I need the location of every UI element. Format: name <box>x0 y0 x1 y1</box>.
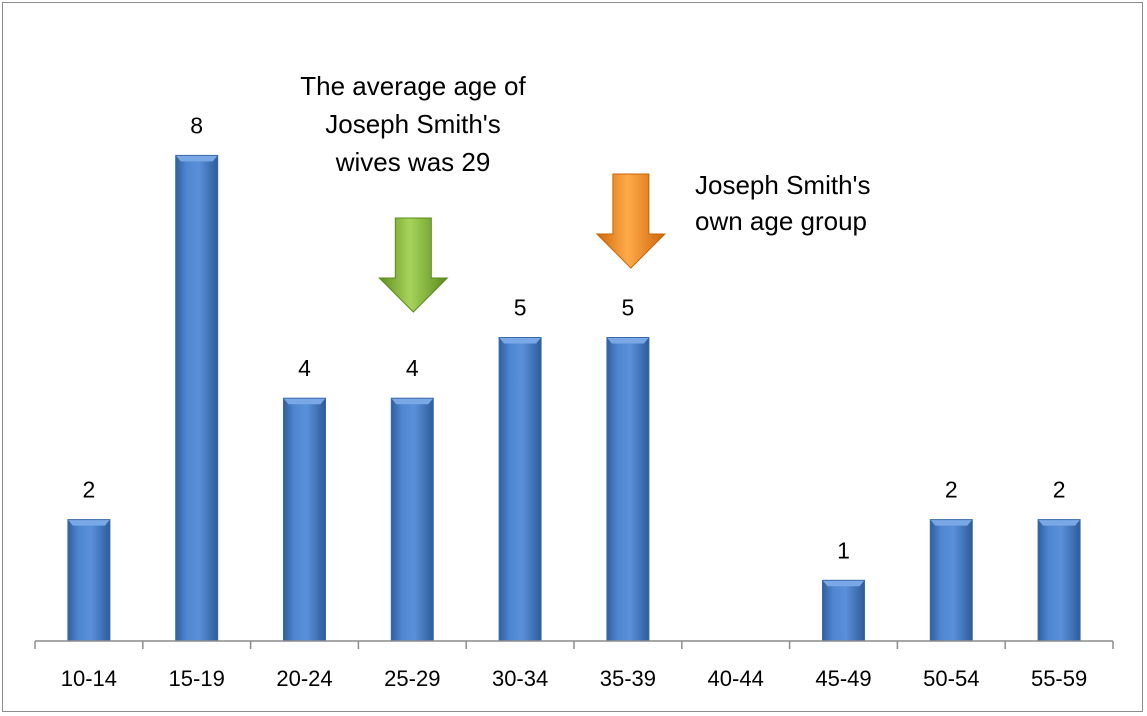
x-tick-label: 30-34 <box>492 666 548 691</box>
data-label: 5 <box>622 295 635 321</box>
bar-20-24 <box>283 397 326 642</box>
bar-45-49 <box>822 579 865 642</box>
x-tick-label: 15-19 <box>169 666 225 691</box>
data-label: 4 <box>406 355 419 381</box>
data-label: 2 <box>1053 477 1066 503</box>
data-label: 2 <box>83 477 96 503</box>
bar-30-34 <box>498 337 542 642</box>
x-tick-label: 20-24 <box>276 666 332 691</box>
data-label: 5 <box>514 295 527 321</box>
own-age-group-note: Joseph Smith's <box>695 170 871 200</box>
x-tick-label: 35-39 <box>600 666 656 691</box>
x-tick-label: 40-44 <box>708 666 764 691</box>
average-age-note: The average age of <box>300 71 526 101</box>
average-age-note: Joseph Smith's <box>325 109 501 139</box>
average-age-arrow-icon <box>378 217 449 313</box>
data-label: 4 <box>298 355 311 381</box>
own-age-group-note: own age group <box>695 206 867 236</box>
x-tick-label: 10-14 <box>61 666 117 691</box>
bar-15-19 <box>175 154 219 642</box>
x-tick-label: 50-54 <box>923 666 979 691</box>
data-label: 1 <box>837 537 850 563</box>
data-label: 8 <box>190 112 203 138</box>
bar-55-59 <box>1037 519 1081 642</box>
bar-35-39 <box>606 337 650 642</box>
bar-50-54 <box>929 519 973 642</box>
x-tick-label: 25-29 <box>384 666 440 691</box>
bar-10-14 <box>67 519 111 642</box>
bar-25-29 <box>390 397 434 642</box>
x-tick-label: 45-49 <box>815 666 871 691</box>
data-label: 2 <box>945 477 958 503</box>
average-age-note: wives was 29 <box>335 147 491 177</box>
x-tick-label: 55-59 <box>1031 666 1087 691</box>
own-age-group-arrow-icon <box>595 173 667 269</box>
